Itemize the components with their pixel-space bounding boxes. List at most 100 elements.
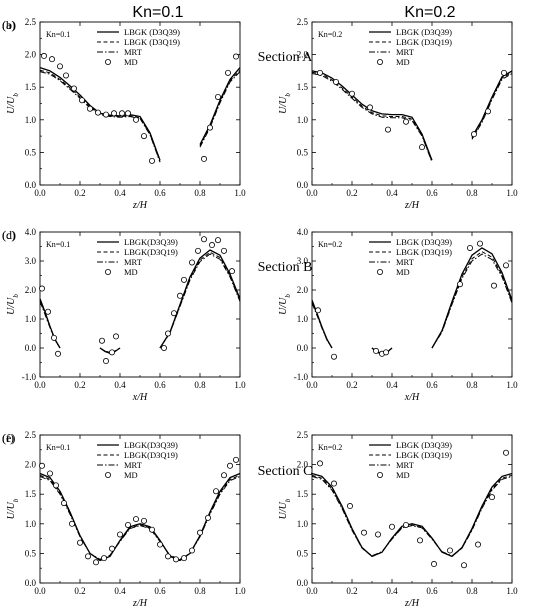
series-line bbox=[471, 73, 513, 140]
x-tick-label: 0.2 bbox=[346, 380, 357, 390]
x-tick-label: 1.0 bbox=[506, 586, 518, 596]
legend-label: MRT bbox=[124, 257, 143, 267]
legend-label: MD bbox=[396, 57, 410, 67]
y-tick-label: 0.0 bbox=[297, 343, 309, 353]
md-point bbox=[194, 247, 201, 254]
series-line bbox=[159, 249, 241, 349]
md-point bbox=[170, 310, 177, 317]
md-point bbox=[220, 472, 227, 479]
series-line bbox=[471, 71, 513, 139]
panel-0: 0.0 0.2 0.4 0.6 0.8 1.0 0.0 0.5 1.0 1.5 2.0 2.5 (a) K… bbox=[2, 17, 246, 211]
md-point bbox=[125, 521, 132, 528]
md-point bbox=[316, 69, 323, 76]
x-tick-label: 1.0 bbox=[506, 380, 518, 390]
x-axis-label: z/H bbox=[404, 200, 420, 211]
series-line bbox=[39, 299, 61, 349]
column-title-right: Kn=0.2 bbox=[404, 4, 455, 21]
knudsen-annotation: Kn=0.1 bbox=[46, 443, 70, 452]
y-tick-label: 1.0 bbox=[25, 115, 37, 125]
md-point bbox=[53, 482, 60, 489]
series-line bbox=[199, 69, 241, 147]
md-point bbox=[214, 93, 221, 100]
md-point bbox=[500, 69, 507, 76]
legend-label: MRT bbox=[396, 460, 415, 470]
md-point bbox=[176, 292, 183, 299]
md-point bbox=[69, 520, 76, 527]
y-tick-label: 2.0 bbox=[297, 460, 309, 470]
legend-label: MD bbox=[124, 470, 138, 480]
md-point bbox=[418, 144, 425, 151]
md-point bbox=[316, 460, 323, 467]
x-tick-label: 0.6 bbox=[426, 380, 438, 390]
series-line bbox=[39, 69, 161, 162]
x-tick-label: 0.4 bbox=[386, 380, 398, 390]
x-tick-label: 0.4 bbox=[114, 586, 126, 596]
legend-label: LBGK (D3Q39) bbox=[396, 440, 452, 450]
y-tick-label: 1.0 bbox=[297, 115, 309, 125]
legend-label: LBGK(D3Q19) bbox=[124, 450, 178, 460]
legend-label: MRT bbox=[124, 47, 143, 57]
md-point bbox=[476, 240, 483, 247]
x-tick-label: 0.6 bbox=[154, 380, 166, 390]
legend-label: LBGK (D3Q39) bbox=[396, 237, 452, 247]
x-tick-label: 0.8 bbox=[194, 188, 206, 198]
x-tick-label: 0.6 bbox=[426, 188, 438, 198]
md-point bbox=[232, 456, 239, 463]
md-point bbox=[103, 111, 110, 118]
y-axis-label: U/Ub bbox=[278, 294, 292, 315]
legend-label: LBGK(D3Q39) bbox=[124, 237, 178, 247]
md-point bbox=[119, 110, 126, 117]
x-tick-label: 0.8 bbox=[194, 586, 206, 596]
md-point bbox=[180, 555, 187, 562]
md-point bbox=[402, 521, 409, 528]
y-tick-label: 1.5 bbox=[25, 82, 37, 92]
md-point bbox=[148, 526, 155, 533]
panel-label: (d) bbox=[2, 228, 16, 242]
y-tick-label: 1.0 bbox=[297, 314, 309, 324]
md-point bbox=[374, 531, 381, 538]
series-line bbox=[311, 73, 433, 163]
series-line bbox=[39, 71, 161, 163]
md-point bbox=[109, 545, 116, 552]
x-tick-label: 0.8 bbox=[194, 380, 206, 390]
panel-2: 0.0 0.2 0.4 0.6 0.8 1.0-1.00.01.02.03.04.0(c)… bbox=[2, 227, 246, 403]
x-tick-label: 1.0 bbox=[234, 586, 246, 596]
y-tick-label: 0.0 bbox=[25, 343, 37, 353]
x-tick-label: 0.6 bbox=[154, 586, 166, 596]
y-tick-label: 1.0 bbox=[25, 519, 37, 529]
md-point bbox=[85, 553, 92, 560]
y-axis-label: U/Ub bbox=[278, 93, 292, 114]
md-point bbox=[446, 547, 453, 554]
md-point bbox=[39, 285, 46, 292]
series-line bbox=[199, 71, 241, 148]
md-point bbox=[430, 561, 437, 568]
md-point bbox=[41, 52, 48, 59]
md-point bbox=[416, 537, 423, 544]
md-point bbox=[224, 69, 231, 76]
series-line bbox=[311, 71, 433, 162]
md-point bbox=[214, 237, 221, 244]
md-point bbox=[148, 157, 155, 164]
md-point bbox=[61, 500, 68, 507]
series-line bbox=[311, 299, 333, 349]
y-tick-label: 0.5 bbox=[297, 548, 309, 558]
y-tick-label: 2.0 bbox=[25, 285, 37, 295]
y-axis-label: U/Ub bbox=[278, 498, 292, 519]
knudsen-annotation: Kn=0.2 bbox=[318, 30, 342, 39]
md-point bbox=[79, 97, 86, 104]
md-point bbox=[188, 547, 195, 554]
y-tick-label: 1.5 bbox=[297, 489, 309, 499]
x-tick-label: 0.6 bbox=[426, 586, 438, 596]
panel-label: (a) bbox=[2, 18, 15, 32]
legend-marker bbox=[376, 268, 383, 275]
md-point bbox=[200, 155, 207, 162]
md-point bbox=[470, 131, 477, 138]
md-point bbox=[228, 268, 235, 275]
legend-label: LBGK (D3Q19) bbox=[396, 37, 452, 47]
md-point bbox=[101, 555, 108, 562]
md-point bbox=[366, 104, 373, 111]
x-tick-label: 1.0 bbox=[234, 188, 246, 198]
y-tick-label: 0.0 bbox=[297, 180, 309, 190]
legend-label: MRT bbox=[396, 47, 415, 57]
